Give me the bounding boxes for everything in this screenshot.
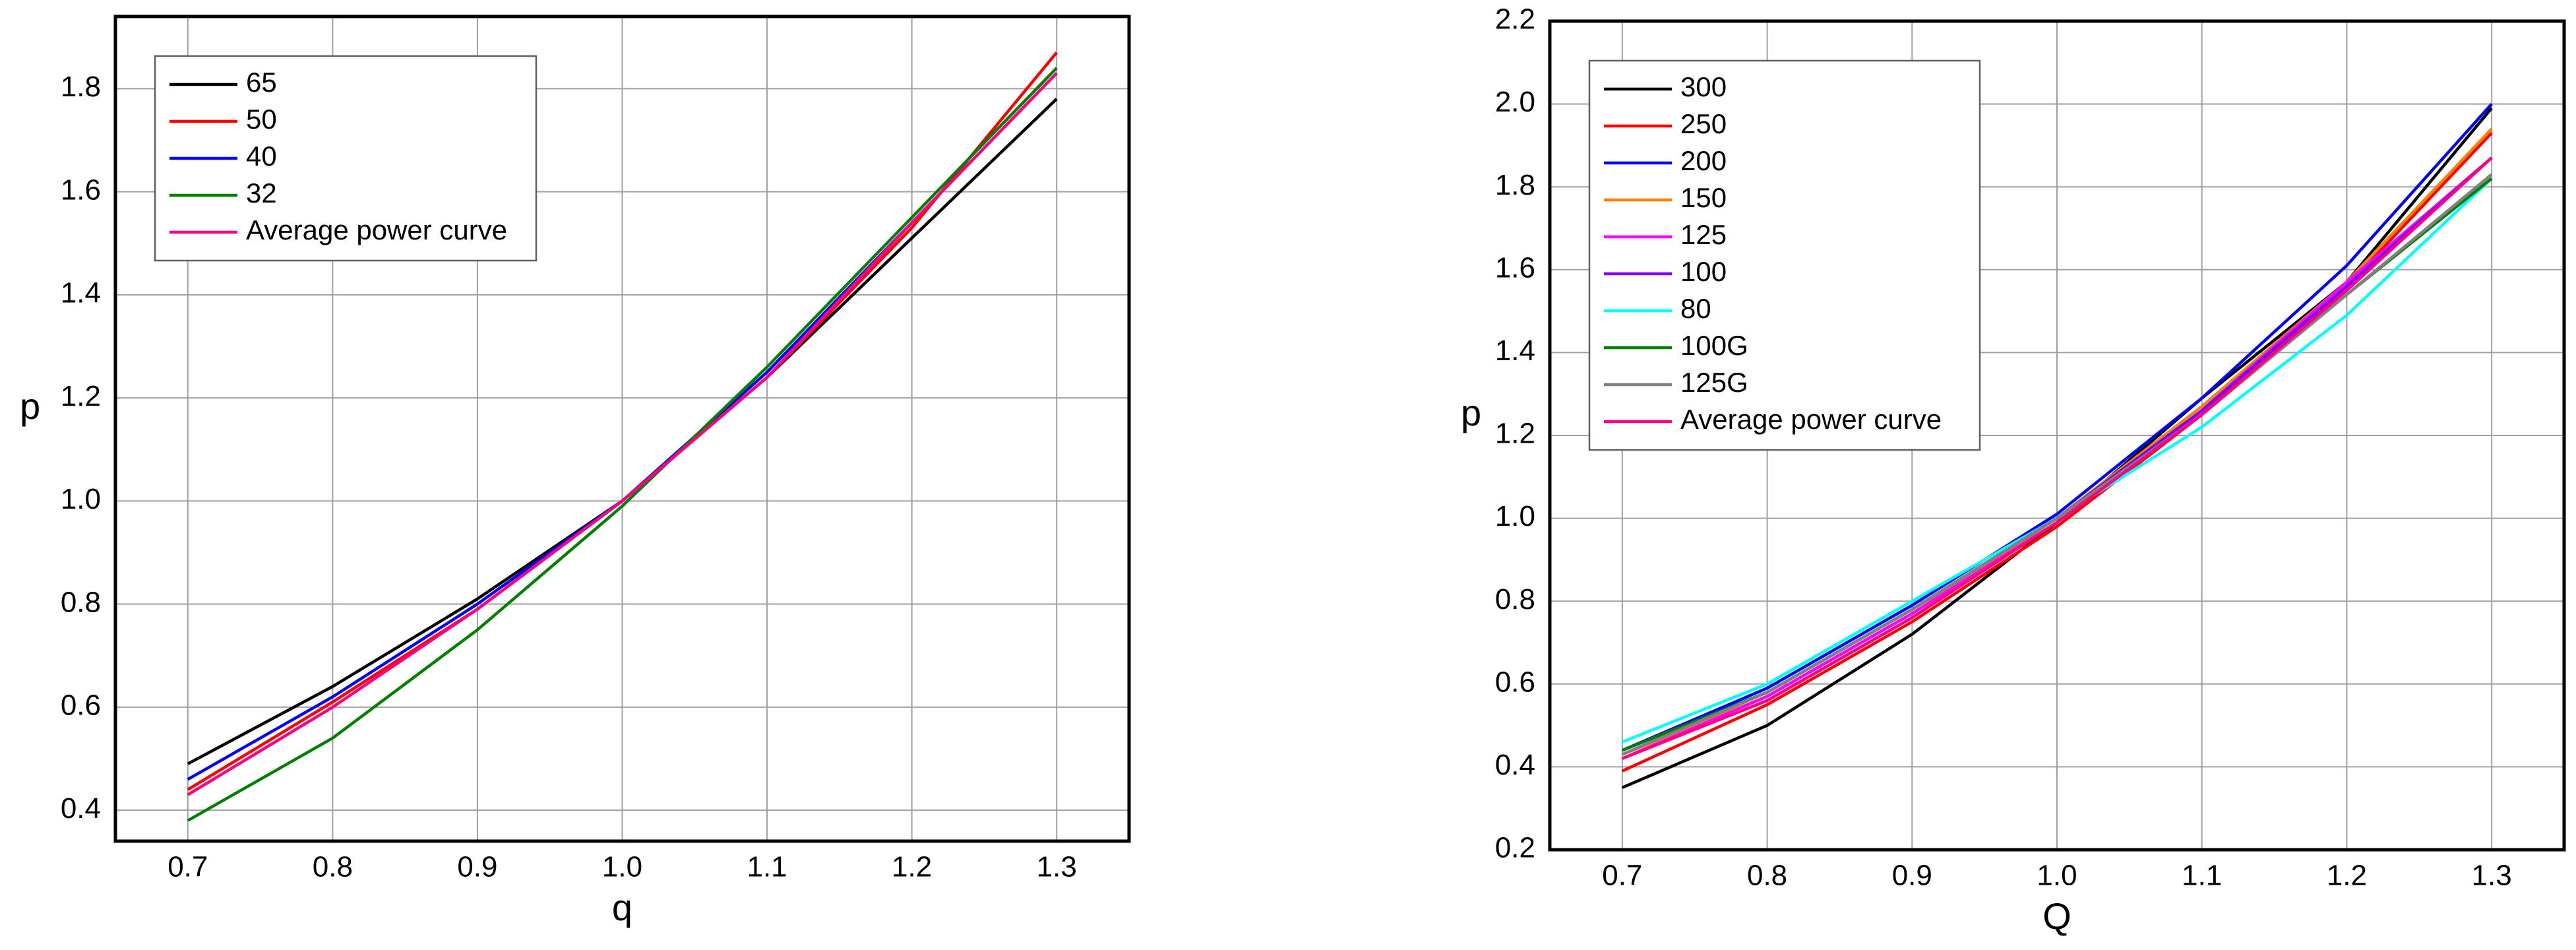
y-tick-label: 0.4 (61, 792, 101, 825)
y-tick-label: 1.8 (61, 71, 101, 103)
x-tick-label: 1.1 (2182, 860, 2222, 892)
legend-label: 125 (1680, 219, 1727, 250)
y-tick-label: 0.8 (61, 586, 101, 618)
x-axis-label: Q (2042, 895, 2071, 937)
y-tick-label: 2.0 (1495, 86, 1535, 118)
y-tick-label: 1.6 (61, 174, 101, 206)
legend-label: 250 (1680, 108, 1727, 139)
legend-label: 100 (1680, 256, 1727, 287)
y-tick-label: 1.2 (61, 380, 101, 412)
plot-frame (113, 15, 1131, 843)
y-tick-label: 1.2 (1495, 418, 1535, 450)
x-tick-label: 1.3 (2472, 860, 2512, 892)
x-tick-label: 1.2 (892, 851, 932, 883)
x-tick-label: 1.0 (602, 851, 642, 883)
x-tick-label: 0.9 (1892, 860, 1932, 892)
legend-label: 125G (1680, 367, 1748, 398)
x-tick-label: 1.2 (2327, 860, 2367, 892)
legend-label: 300 (1680, 71, 1727, 102)
legend-label: 32 (246, 177, 277, 208)
x-tick-label: 0.7 (1602, 860, 1642, 892)
x-tick-label: 1.3 (1037, 851, 1077, 883)
y-tick-label: 0.2 (1495, 832, 1535, 864)
legend-label: 200 (1680, 145, 1727, 176)
x-tick-label: 1.1 (747, 851, 787, 883)
y-tick-label: 1.4 (1495, 334, 1535, 367)
legend-label: 150 (1680, 182, 1727, 213)
legend-label: 80 (1680, 293, 1711, 324)
y-tick-label: 0.6 (61, 689, 101, 722)
y-tick-label: 1.4 (61, 277, 101, 309)
y-tick-label: 1.0 (1495, 500, 1535, 532)
x-axis-label: q (612, 887, 632, 928)
series-line (187, 67, 1058, 822)
y-tick-label: 1.0 (61, 483, 101, 515)
y-tick-label: 0.4 (1495, 749, 1535, 781)
series-line (1622, 173, 2493, 756)
legend-label: 50 (246, 104, 277, 135)
plot: 0.2 0.4 0.6 0.8 1.0 1.2 1.4 1.6 1.8 2.0 2.2 0.7 0.8 0… (1461, 3, 2566, 937)
legend: 300 250 200 150 125 100 80 100G 125G Average powe… (1588, 59, 1981, 451)
y-axis-label: p (20, 385, 40, 427)
plot: 0.4 0.6 0.8 1.0 1.2 1.4 1.6 1.8 0.7 0.8 0.9 1.0 1.1 1… (20, 15, 1131, 928)
legend-box (1588, 59, 1981, 451)
series-line (187, 72, 1058, 796)
y-axis-label: p (1461, 392, 1481, 433)
y-tick-label: 2.2 (1495, 3, 1535, 36)
y-tick-label: 0.8 (1495, 583, 1535, 616)
legend: 65 50 40 32 Average power curve (154, 55, 537, 262)
x-tick-label: 0.7 (168, 851, 208, 883)
x-tick-label: 0.8 (1747, 860, 1787, 892)
y-tick-label: 1.8 (1495, 169, 1535, 201)
y-tick-label: 0.6 (1495, 666, 1535, 698)
y-tick-label: 1.6 (1495, 251, 1535, 284)
plot-frame (1548, 19, 2566, 852)
legend-label: 65 (246, 67, 277, 98)
x-tick-label: 0.8 (313, 851, 353, 883)
legend-label: 40 (246, 141, 277, 172)
legend-label: Average power curve (246, 214, 507, 245)
series-line (1622, 103, 2493, 752)
x-tick-label: 0.9 (457, 851, 497, 883)
legend-label: Average power curve (1680, 404, 1942, 435)
legend-label: 100G (1680, 330, 1748, 361)
x-tick-label: 1.0 (2037, 860, 2077, 892)
series-line (1622, 156, 2493, 760)
